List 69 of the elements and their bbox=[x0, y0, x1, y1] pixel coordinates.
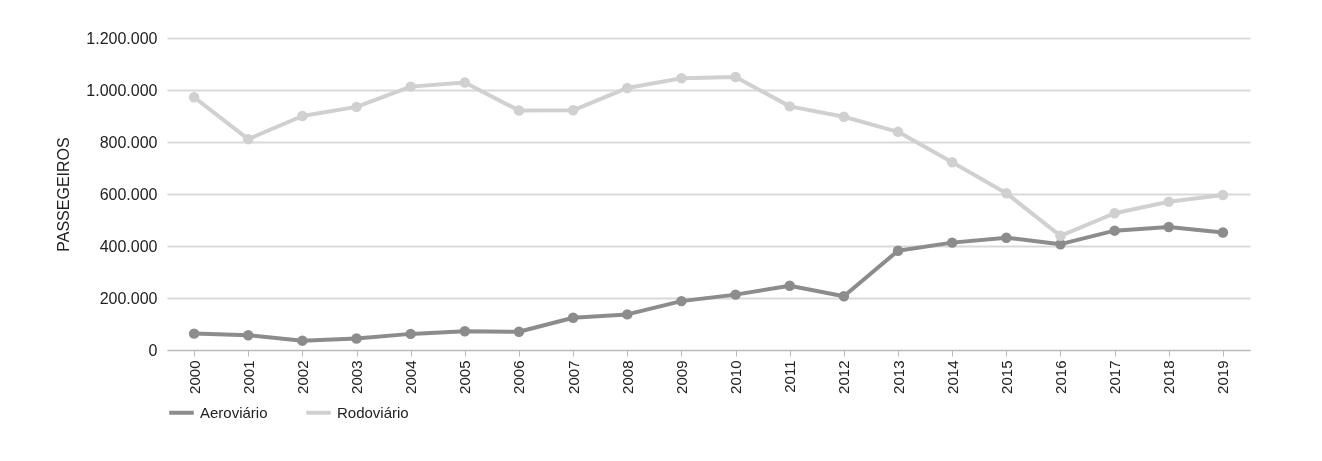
point bbox=[784, 101, 795, 112]
x-tick-label: 2014 bbox=[943, 360, 961, 394]
point bbox=[567, 312, 579, 323]
x-tick-label: 2008 bbox=[618, 360, 636, 394]
y-tick-label: 1.200.000 bbox=[86, 29, 158, 47]
y-tick-label: 600.000 bbox=[99, 185, 158, 203]
point bbox=[1001, 232, 1012, 243]
point bbox=[622, 309, 633, 320]
x-tick-label: 2011 bbox=[781, 360, 799, 393]
x-tick-label: 2007 bbox=[564, 360, 582, 394]
point bbox=[1109, 208, 1120, 219]
point bbox=[567, 105, 579, 116]
point bbox=[405, 328, 416, 340]
point bbox=[459, 326, 471, 337]
y-tick-label: 800.000 bbox=[99, 133, 158, 151]
point bbox=[892, 126, 904, 138]
x-tick-label: 2018 bbox=[1160, 360, 1178, 394]
point bbox=[1217, 189, 1229, 201]
point bbox=[730, 289, 741, 300]
x-tick-label: 2006 bbox=[510, 360, 528, 394]
x-tick-label: 2015 bbox=[997, 360, 1015, 394]
point bbox=[676, 73, 687, 84]
x-tick-label: 2000 bbox=[185, 360, 203, 394]
point bbox=[513, 105, 525, 116]
x-tick-label: 2001 bbox=[239, 360, 257, 394]
point bbox=[459, 77, 471, 88]
x-tick-label: 2016 bbox=[1051, 360, 1069, 394]
point bbox=[838, 111, 850, 123]
x-tick-label: 2012 bbox=[835, 360, 853, 394]
point bbox=[946, 237, 958, 248]
y-tick-label: 400.000 bbox=[99, 237, 158, 255]
point bbox=[892, 245, 904, 256]
x-tick-label: 2004 bbox=[402, 360, 420, 394]
point bbox=[351, 101, 362, 113]
point bbox=[188, 328, 200, 339]
point bbox=[242, 133, 254, 145]
x-tick-label: 2010 bbox=[727, 360, 745, 394]
point bbox=[1109, 225, 1120, 236]
point bbox=[405, 81, 416, 92]
point bbox=[1163, 221, 1175, 233]
x-tick-label: 2003 bbox=[348, 360, 366, 394]
legend-label: Rodoviário bbox=[337, 403, 409, 421]
x-tick-label: 2017 bbox=[1106, 360, 1124, 394]
y-tick-label: 1.000.000 bbox=[86, 81, 158, 99]
legend-label: Aeroviário bbox=[200, 403, 268, 421]
point bbox=[297, 335, 308, 346]
point bbox=[784, 280, 795, 292]
x-tick-label: 2002 bbox=[293, 360, 311, 394]
point bbox=[513, 326, 525, 338]
point bbox=[297, 110, 308, 122]
y-axis-title: PASSEGEIROS bbox=[55, 137, 73, 252]
x-tick-label: 2013 bbox=[889, 360, 907, 394]
point bbox=[1163, 196, 1175, 208]
point bbox=[188, 92, 200, 103]
point bbox=[622, 82, 633, 94]
point bbox=[730, 71, 741, 83]
y-tick-label: 0 bbox=[148, 341, 158, 359]
point bbox=[1217, 227, 1229, 238]
point bbox=[1055, 230, 1066, 242]
point bbox=[351, 333, 362, 344]
y-tick-label: 200.000 bbox=[99, 289, 158, 307]
x-tick-label: 2019 bbox=[1214, 360, 1232, 394]
point bbox=[946, 157, 958, 168]
point bbox=[838, 290, 850, 302]
point bbox=[1001, 187, 1012, 199]
x-tick-label: 2005 bbox=[456, 360, 474, 394]
point bbox=[676, 295, 687, 307]
point bbox=[242, 329, 254, 341]
x-tick-label: 2009 bbox=[672, 360, 690, 394]
